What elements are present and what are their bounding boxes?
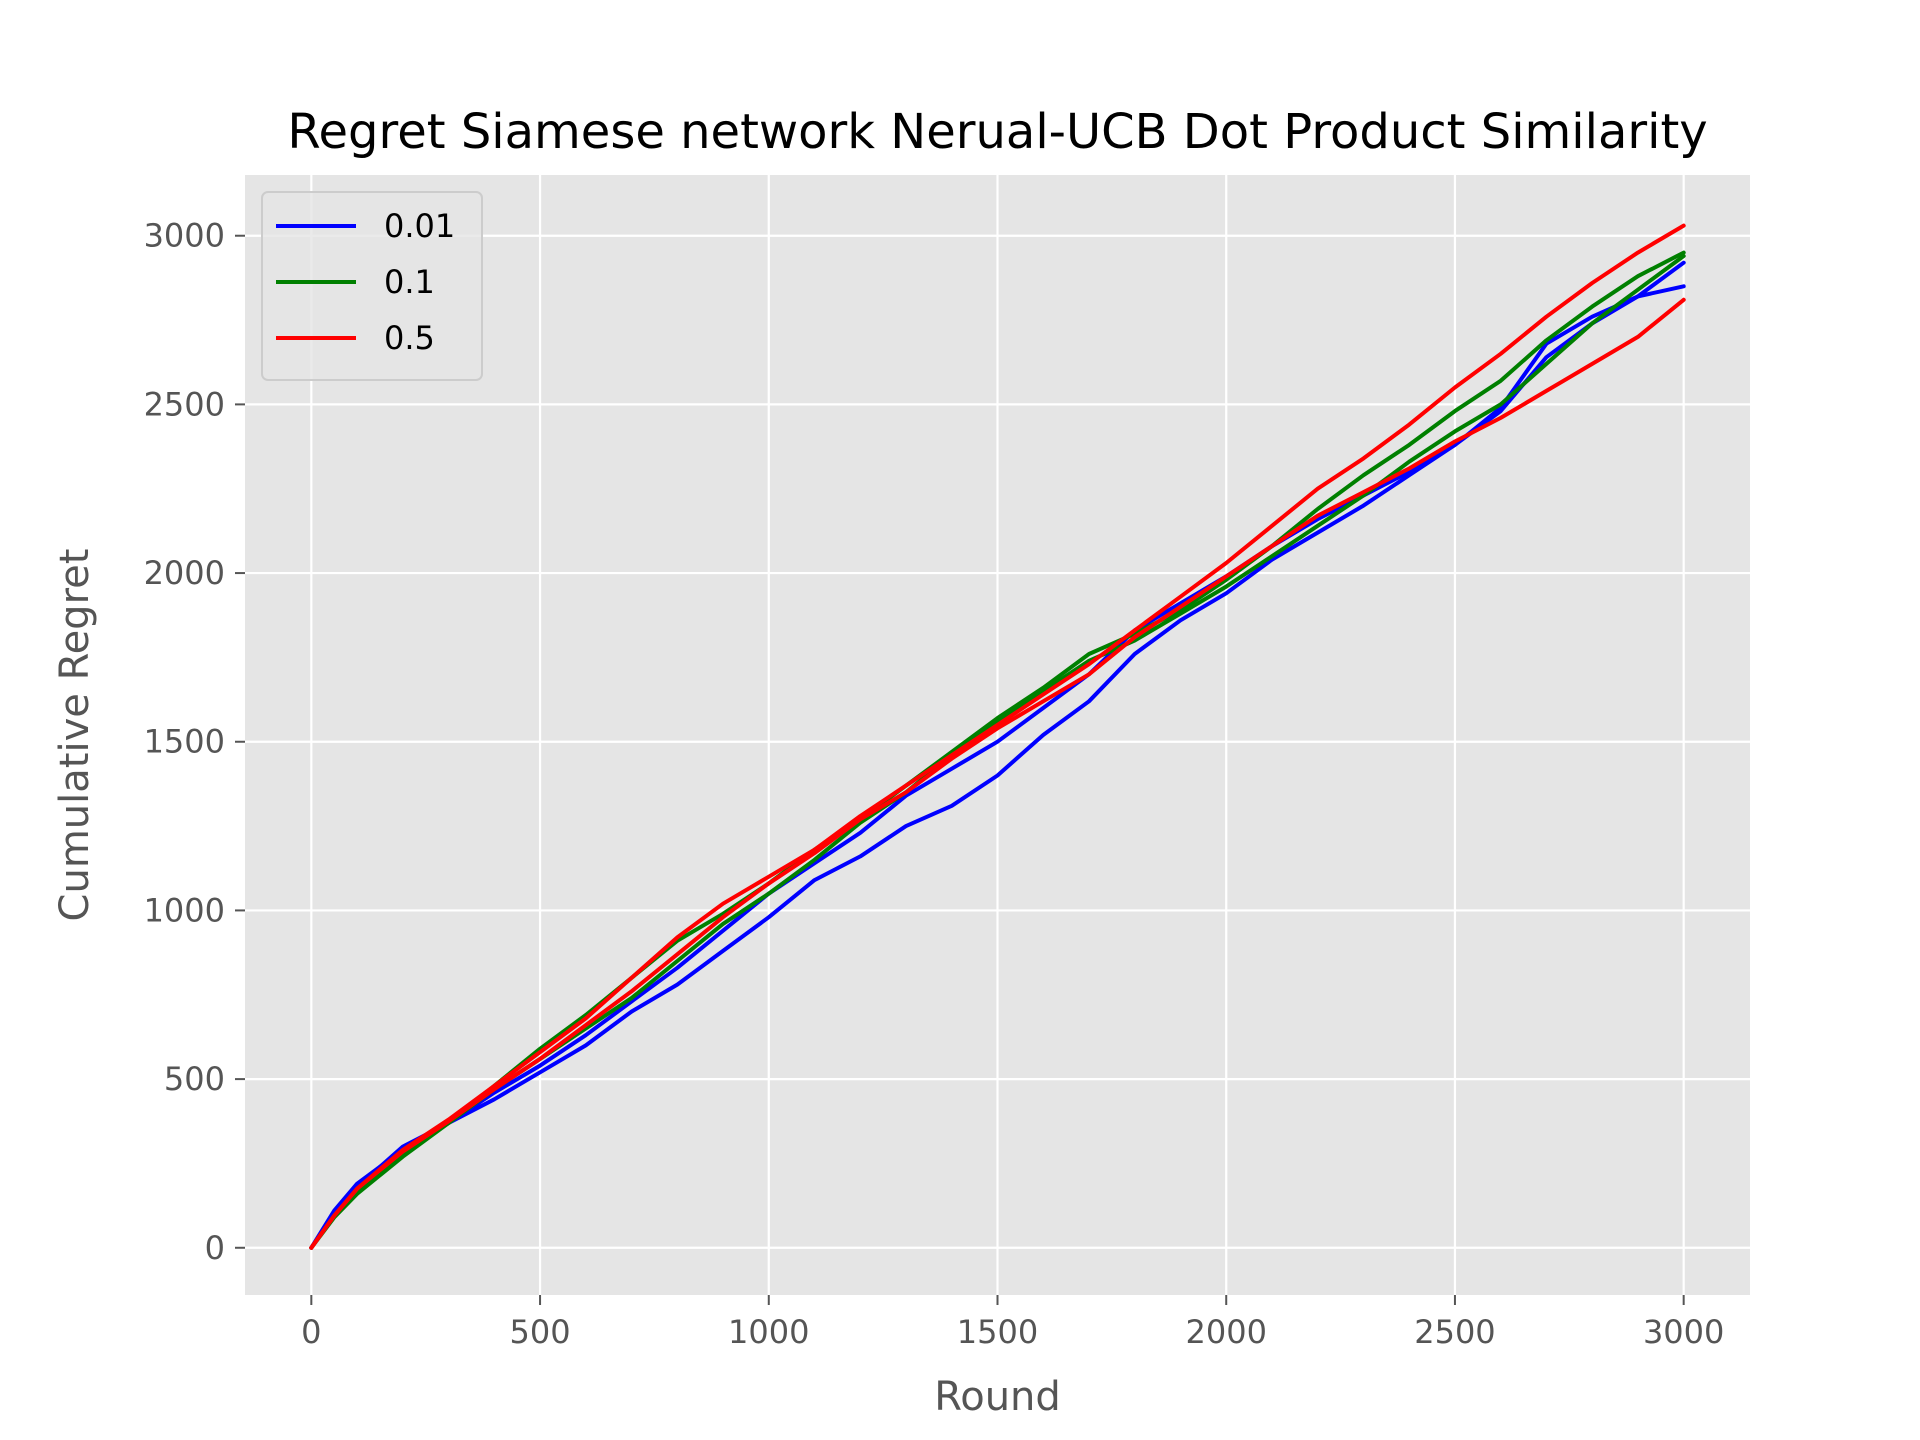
legend-label: 0.5 (384, 319, 435, 357)
legend-label: 0.1 (384, 263, 435, 301)
y-tick-label: 0 (205, 1229, 225, 1267)
legend: 0.01 0.1 0.5 (261, 191, 483, 381)
x-tick-label: 2500 (1414, 1313, 1495, 1351)
x-axis-label: Round (934, 1374, 1061, 1420)
y-tick-label: 500 (164, 1060, 225, 1098)
series-line-0.5 (309, 223, 1686, 1250)
y-tick-label: 1500 (144, 723, 225, 761)
y-tick-label: 2000 (144, 554, 225, 592)
x-tick-label: 0 (301, 1313, 321, 1351)
x-tick-label: 1500 (957, 1313, 1038, 1351)
ticks: 0 500 1000 1500 2000 2500 3000 0 500 1000 1500 2000… (144, 217, 1725, 1351)
y-tick-label: 3000 (144, 217, 225, 255)
chart-title: Regret Siamese network Nerual-UCB Dot Pr… (287, 104, 1707, 160)
x-tick-label: 3000 (1643, 1313, 1724, 1351)
series-line-0.01 (309, 284, 1686, 1250)
legend-box (261, 191, 483, 381)
legend-label: 0.01 (384, 207, 455, 245)
x-tick-label: 500 (510, 1313, 571, 1351)
x-tick-label: 1000 (728, 1313, 809, 1351)
series-lines (309, 223, 1686, 1250)
y-tick-label: 1000 (144, 891, 225, 929)
y-tick-label: 2500 (144, 385, 225, 423)
series-line-0.5 (309, 297, 1686, 1250)
x-tick-label: 2000 (1186, 1313, 1267, 1351)
y-axis-label: Cumulative Regret (52, 549, 98, 922)
